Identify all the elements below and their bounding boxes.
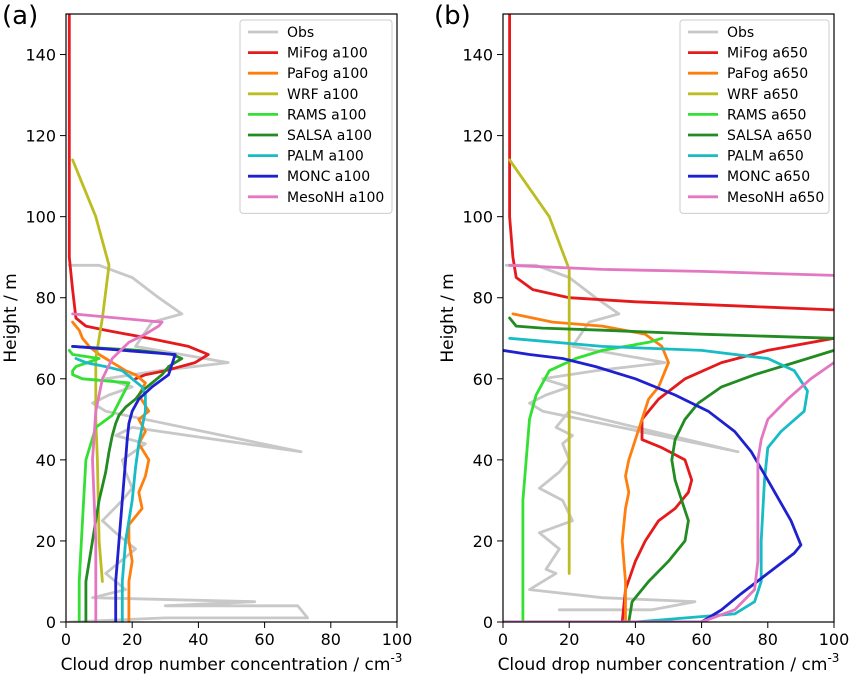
- legend-entry: MiFog a650: [727, 46, 808, 62]
- x-axis-label: Cloud drop number concentration / cm-3: [498, 651, 840, 674]
- panel-label: (a): [2, 1, 38, 31]
- legend-entry: WRF a100: [287, 87, 358, 103]
- series-line-salsa-a100: [71, 344, 184, 622]
- legend-box: [239, 19, 393, 214]
- y-tick-label: 40: [36, 451, 56, 470]
- x-axis-label-superscript: -3: [390, 651, 402, 665]
- series-line-mesonh-a100: [71, 312, 164, 622]
- y-axis-label: Height / m: [438, 273, 458, 362]
- x-tick-label: 60: [691, 630, 711, 649]
- legend: Obs MiFog a100 PaFog a100 WRF a100 RAMS a100…: [239, 19, 393, 214]
- series-line-obs: [67, 263, 310, 622]
- series-line-mifog-a650-upper: [508, 14, 834, 312]
- legend-entry: PALM a650: [727, 149, 804, 165]
- legend-entry: MONC a650: [727, 169, 810, 185]
- series-line-palm-a100: [74, 357, 147, 622]
- x-axis-label: Cloud drop number concentration / cm-3: [61, 651, 403, 674]
- series-line-salsa-a650: [627, 348, 834, 622]
- y-tick-label: 0: [483, 613, 493, 632]
- series-line-mifog-a650: [620, 336, 834, 622]
- series-line-salsa-a650-top: [508, 316, 834, 340]
- panel-label: (b): [434, 1, 471, 31]
- panel-a: 0 20 40 60 80 100 0 20 40 60 80 100 120 140 Cloud drop…: [1, 1, 412, 674]
- x-axis-label-superscript: -3: [827, 651, 839, 665]
- series-line-rams-a100: [67, 348, 131, 622]
- y-tick-label: 140: [25, 46, 56, 65]
- y-tick-label: 20: [36, 532, 56, 551]
- y-tick-label: 0: [46, 613, 56, 632]
- series-line-wrf-a650: [508, 158, 571, 575]
- legend-entry: MesoNH a650: [727, 190, 824, 206]
- axes-frame: [502, 13, 835, 623]
- y-tick-label: 100: [25, 208, 56, 227]
- y-tick-label: 40: [473, 451, 493, 470]
- legend-entry: PaFog a100: [287, 66, 368, 82]
- series-group: [503, 14, 834, 622]
- y-tick-label: 80: [36, 289, 56, 308]
- x-tick-label: 80: [321, 630, 341, 649]
- legend-entry: RAMS a650: [727, 107, 806, 123]
- legend-entry: WRF a650: [727, 87, 798, 103]
- series-line-palm-a650: [503, 336, 809, 622]
- x-tick-label: 0: [61, 630, 71, 649]
- legend-entry: MONC a100: [287, 169, 370, 185]
- x-tick-label: 20: [122, 630, 142, 649]
- series-line-mesonh-a650: [503, 361, 834, 622]
- series-line-monc-a100: [71, 344, 177, 622]
- legend-entry: MesoNH a100: [287, 190, 384, 206]
- y-axis-label: Height / m: [1, 273, 21, 362]
- legend-entry: SALSA a100: [287, 128, 372, 144]
- axes-frame: [65, 13, 398, 623]
- legend-entry: SALSA a650: [727, 128, 812, 144]
- x-tick-label: 100: [819, 630, 850, 649]
- x-tick-label: 40: [188, 630, 208, 649]
- x-tick-label: 80: [758, 630, 778, 649]
- x-tick-label: 20: [559, 630, 579, 649]
- panel-b: 0 20 40 60 80 100 0 20 40 60 80 100 120 140 Cloud drop…: [434, 1, 849, 674]
- x-tick-label: 0: [498, 630, 508, 649]
- series-line-mifog-a100: [67, 14, 210, 381]
- y-tick-label: 80: [473, 289, 493, 308]
- legend-entry: PALM a100: [287, 149, 364, 165]
- y-tick-label: 140: [462, 46, 493, 65]
- legend-entry: RAMS a100: [287, 107, 366, 123]
- y-tick-label: 120: [462, 127, 493, 146]
- y-tick-label: 100: [462, 208, 493, 227]
- series-line-monc-a650: [503, 348, 803, 622]
- x-tick-label: 60: [254, 630, 274, 649]
- series-line-obs: [504, 263, 740, 612]
- legend-entry: MiFog a100: [287, 46, 368, 62]
- legend: Obs MiFog a650 PaFog a650 WRF a650 RAMS a650…: [679, 19, 830, 214]
- x-tick-label: 40: [625, 630, 645, 649]
- series-group: [67, 14, 310, 622]
- series-line-rams-a650: [521, 336, 664, 622]
- y-tick-label: 20: [473, 532, 493, 551]
- legend-entry: Obs: [287, 25, 314, 41]
- legend-entry: PaFog a650: [727, 66, 808, 82]
- legend-box: [679, 19, 830, 214]
- y-tick-label: 60: [473, 370, 493, 389]
- series-line-mesonh-a650-top: [508, 263, 834, 277]
- legend-entry: Obs: [727, 25, 754, 41]
- y-tick-label: 60: [36, 370, 56, 389]
- x-tick-label: 100: [382, 630, 413, 649]
- y-tick-label: 120: [25, 127, 56, 146]
